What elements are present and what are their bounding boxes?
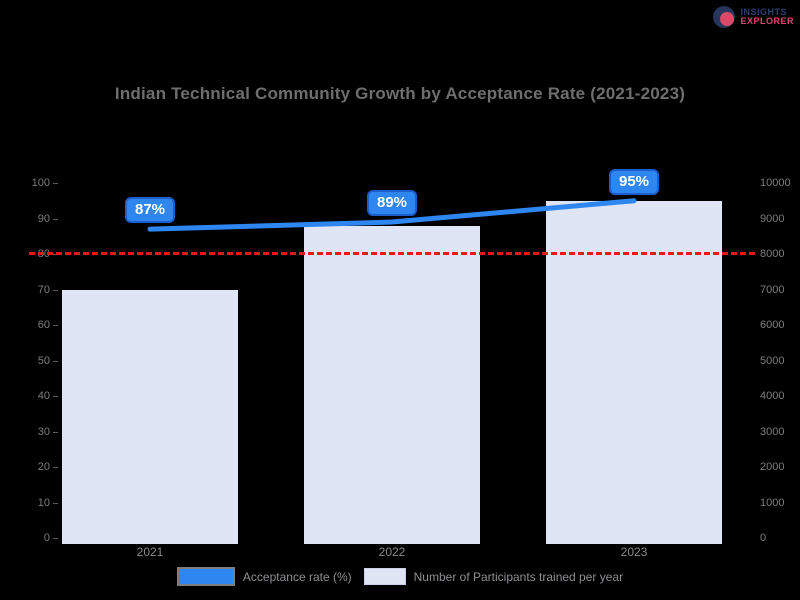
line-point-label-2022: 89% <box>367 190 417 217</box>
legend-item-bar-series: Number of Participants trained per year <box>363 568 624 585</box>
right-axis-tick-label: 10000 <box>760 177 791 189</box>
target-threshold-line <box>29 252 755 255</box>
x-axis-label-2022: 2022 <box>378 545 406 559</box>
bar-2022 <box>304 225 480 544</box>
brand-name-line1: INSIGHTS <box>740 6 787 17</box>
right-axis-tick-label: 6000 <box>760 319 785 331</box>
left-axis-tick-label: 30 <box>37 425 50 438</box>
x-axis-label-2023: 2023 <box>620 545 648 559</box>
legend-item-line-series: Acceptance rate (%) <box>176 567 352 586</box>
legend-bar-label: Number of Participants trained per year <box>413 569 624 584</box>
line-point-label-2023: 95% <box>609 168 659 195</box>
left-axis-tick-mark <box>53 360 58 362</box>
legend-line-swatch <box>176 567 235 586</box>
right-axis-tick-label: 1000 <box>760 496 785 509</box>
bar-2023 <box>546 200 722 544</box>
left-axis-tick-mark <box>53 289 58 291</box>
left-axis-tick-label: 90 <box>37 212 50 225</box>
right-axis-tick-label: 9000 <box>760 212 785 225</box>
left-axis-tick-mark <box>53 183 58 184</box>
right-axis-tick-label: 8000 <box>760 248 785 260</box>
chart-title: Indian Technical Community Growth by Acc… <box>114 84 686 103</box>
brand-name: INSIGHTS EXPLORER <box>740 6 794 27</box>
left-axis-tick-mark <box>53 431 58 433</box>
left-axis-tick-label: 40 <box>37 390 50 402</box>
right-axis-tick-label: 2000 <box>760 461 785 473</box>
left-axis-tick-label: 60 <box>37 319 50 331</box>
line-point-label-2021: 87% <box>125 197 175 224</box>
legend-line-label: Acceptance rate (%) <box>242 569 352 584</box>
brand-name-line2: EXPLORER <box>740 16 794 26</box>
left-axis-tick-label: 20 <box>37 461 50 473</box>
left-axis-tick-mark <box>53 538 58 539</box>
bar-2021 <box>62 289 238 544</box>
right-axis-tick-label: 5000 <box>760 354 785 367</box>
left-axis-tick-label: 70 <box>37 283 50 296</box>
left-axis-tick-mark <box>53 502 58 504</box>
legend-bar-swatch <box>363 568 406 585</box>
left-axis-tick-mark <box>53 218 58 220</box>
brand-logo: INSIGHTS EXPLORER <box>713 6 794 28</box>
left-axis-tick-label: 100 <box>31 177 50 189</box>
left-axis-tick-label: 10 <box>37 496 50 509</box>
right-axis-tick-label: 7000 <box>760 283 785 296</box>
left-axis-tick-mark <box>53 467 58 468</box>
brand-pie-circle-icon <box>713 6 736 28</box>
right-axis-tick-label: 0 <box>760 532 767 544</box>
left-axis-tick-label: 50 <box>37 354 50 367</box>
right-axis-tick-label: 3000 <box>760 425 785 438</box>
x-axis-label-2021: 2021 <box>136 545 164 559</box>
left-axis-tick-mark <box>53 325 58 326</box>
left-axis-tick-label: 0 <box>43 532 50 544</box>
left-axis-tick-mark <box>53 396 58 397</box>
legend: Acceptance rate (%) Number of Participan… <box>0 567 800 586</box>
right-axis-tick-label: 4000 <box>760 390 785 402</box>
